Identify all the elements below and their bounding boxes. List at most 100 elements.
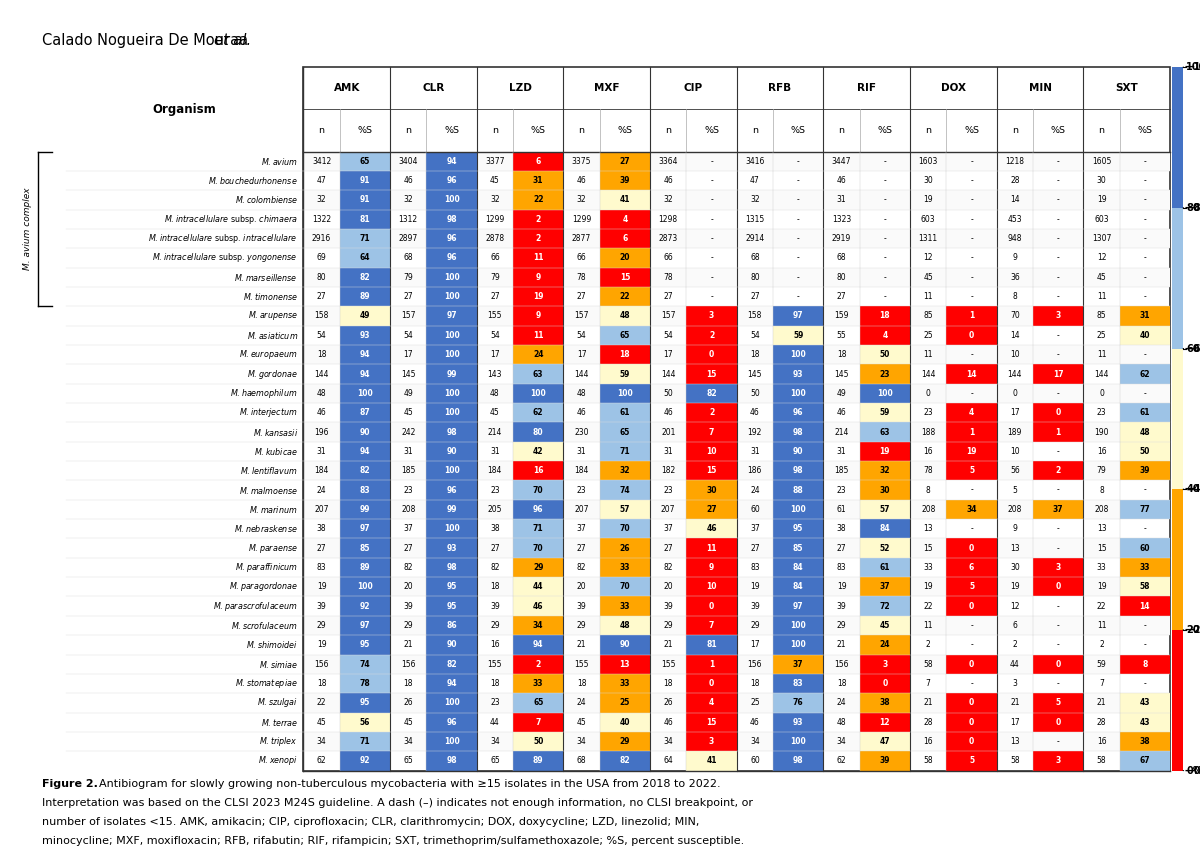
Text: 82: 82 — [490, 563, 499, 572]
Text: 59: 59 — [793, 331, 803, 340]
Text: 34: 34 — [317, 737, 326, 746]
Bar — [947, 558, 997, 577]
Bar — [773, 480, 823, 499]
Text: 98: 98 — [793, 467, 804, 475]
Text: 38: 38 — [490, 524, 499, 533]
Bar — [426, 209, 476, 229]
Bar — [686, 597, 737, 616]
Text: 98: 98 — [446, 214, 457, 224]
Text: RFB: RFB — [768, 84, 792, 93]
Bar — [426, 364, 476, 384]
Text: -: - — [797, 177, 799, 185]
Text: 82: 82 — [707, 389, 716, 398]
Text: 39: 39 — [317, 602, 326, 610]
Bar — [686, 364, 737, 384]
Text: 82: 82 — [360, 273, 371, 282]
Text: 214: 214 — [834, 428, 848, 437]
Text: SXT: SXT — [1115, 84, 1138, 93]
Text: 86: 86 — [446, 621, 457, 630]
Text: 7: 7 — [535, 718, 541, 727]
Text: 39: 39 — [836, 602, 846, 610]
Text: 49: 49 — [360, 312, 370, 320]
Text: 30: 30 — [1010, 563, 1020, 572]
Text: 96: 96 — [446, 718, 457, 727]
Text: 54: 54 — [577, 331, 587, 340]
Text: -: - — [710, 157, 713, 166]
Text: 85: 85 — [923, 312, 934, 320]
Bar — [773, 732, 823, 752]
Text: $\it{M. malmoense}$: $\it{M. malmoense}$ — [239, 485, 298, 496]
Text: 57: 57 — [880, 505, 890, 514]
Text: -: - — [797, 273, 799, 282]
Text: 46: 46 — [577, 177, 587, 185]
Text: n: n — [752, 126, 758, 135]
Bar — [340, 325, 390, 345]
Bar — [514, 538, 563, 558]
Text: 6: 6 — [1013, 621, 1018, 630]
Text: 40: 40 — [619, 718, 630, 727]
Text: 17: 17 — [577, 350, 587, 359]
Bar — [686, 577, 737, 597]
Text: 155: 155 — [487, 312, 502, 320]
Text: 16: 16 — [490, 641, 499, 649]
Text: 17: 17 — [1052, 369, 1063, 379]
Text: $\it{M. paraffinicum}$: $\it{M. paraffinicum}$ — [235, 561, 298, 574]
Bar — [514, 558, 563, 577]
Text: 0: 0 — [968, 737, 974, 746]
Text: 21: 21 — [924, 698, 932, 708]
Text: 18: 18 — [750, 350, 760, 359]
Bar — [340, 674, 390, 693]
Bar — [304, 229, 1170, 248]
Text: 182: 182 — [661, 467, 676, 475]
Bar — [1033, 307, 1084, 325]
Text: -: - — [1057, 641, 1060, 649]
Bar — [514, 248, 563, 268]
Text: %S: %S — [530, 126, 546, 135]
Bar — [426, 732, 476, 752]
Text: -: - — [883, 273, 887, 282]
Text: 208: 208 — [922, 505, 935, 514]
Text: 2919: 2919 — [832, 234, 851, 243]
Text: 4: 4 — [623, 214, 628, 224]
Text: 97: 97 — [793, 312, 804, 320]
Text: 1299: 1299 — [485, 214, 504, 224]
Text: 29: 29 — [490, 621, 499, 630]
Text: 46: 46 — [836, 408, 846, 418]
Bar — [304, 577, 1170, 597]
Bar — [600, 732, 650, 752]
Text: 48: 48 — [619, 621, 630, 630]
Text: 145: 145 — [401, 369, 415, 379]
Bar — [859, 654, 910, 674]
Text: -: - — [970, 253, 973, 263]
Text: 7: 7 — [1099, 679, 1104, 688]
Text: -: - — [970, 486, 973, 494]
Bar — [1120, 577, 1170, 597]
Bar — [426, 577, 476, 597]
Text: -: - — [1057, 292, 1060, 301]
Text: 2: 2 — [709, 408, 714, 418]
Text: 58: 58 — [1010, 757, 1020, 765]
Bar — [773, 674, 823, 693]
Text: 1323: 1323 — [832, 214, 851, 224]
Text: -: - — [883, 157, 887, 166]
Text: 82: 82 — [403, 563, 413, 572]
Text: $\it{M. kubicae}$: $\it{M. kubicae}$ — [254, 446, 298, 457]
Text: 28: 28 — [924, 718, 932, 727]
Bar — [1120, 693, 1170, 713]
Text: 18: 18 — [619, 350, 630, 359]
Text: 100: 100 — [791, 737, 806, 746]
Text: 100: 100 — [444, 331, 460, 340]
Bar — [304, 152, 1170, 171]
Text: 99: 99 — [446, 505, 457, 514]
Text: -: - — [1144, 253, 1146, 263]
Text: 0: 0 — [709, 602, 714, 610]
Text: 1299: 1299 — [572, 214, 592, 224]
Text: 8: 8 — [1142, 660, 1147, 669]
Text: 156: 156 — [401, 660, 415, 669]
Text: 1: 1 — [968, 428, 974, 437]
Text: n: n — [406, 126, 412, 135]
Text: 100: 100 — [617, 389, 632, 398]
Bar — [859, 519, 910, 538]
Text: 21: 21 — [403, 641, 413, 649]
Text: 39: 39 — [619, 177, 630, 185]
